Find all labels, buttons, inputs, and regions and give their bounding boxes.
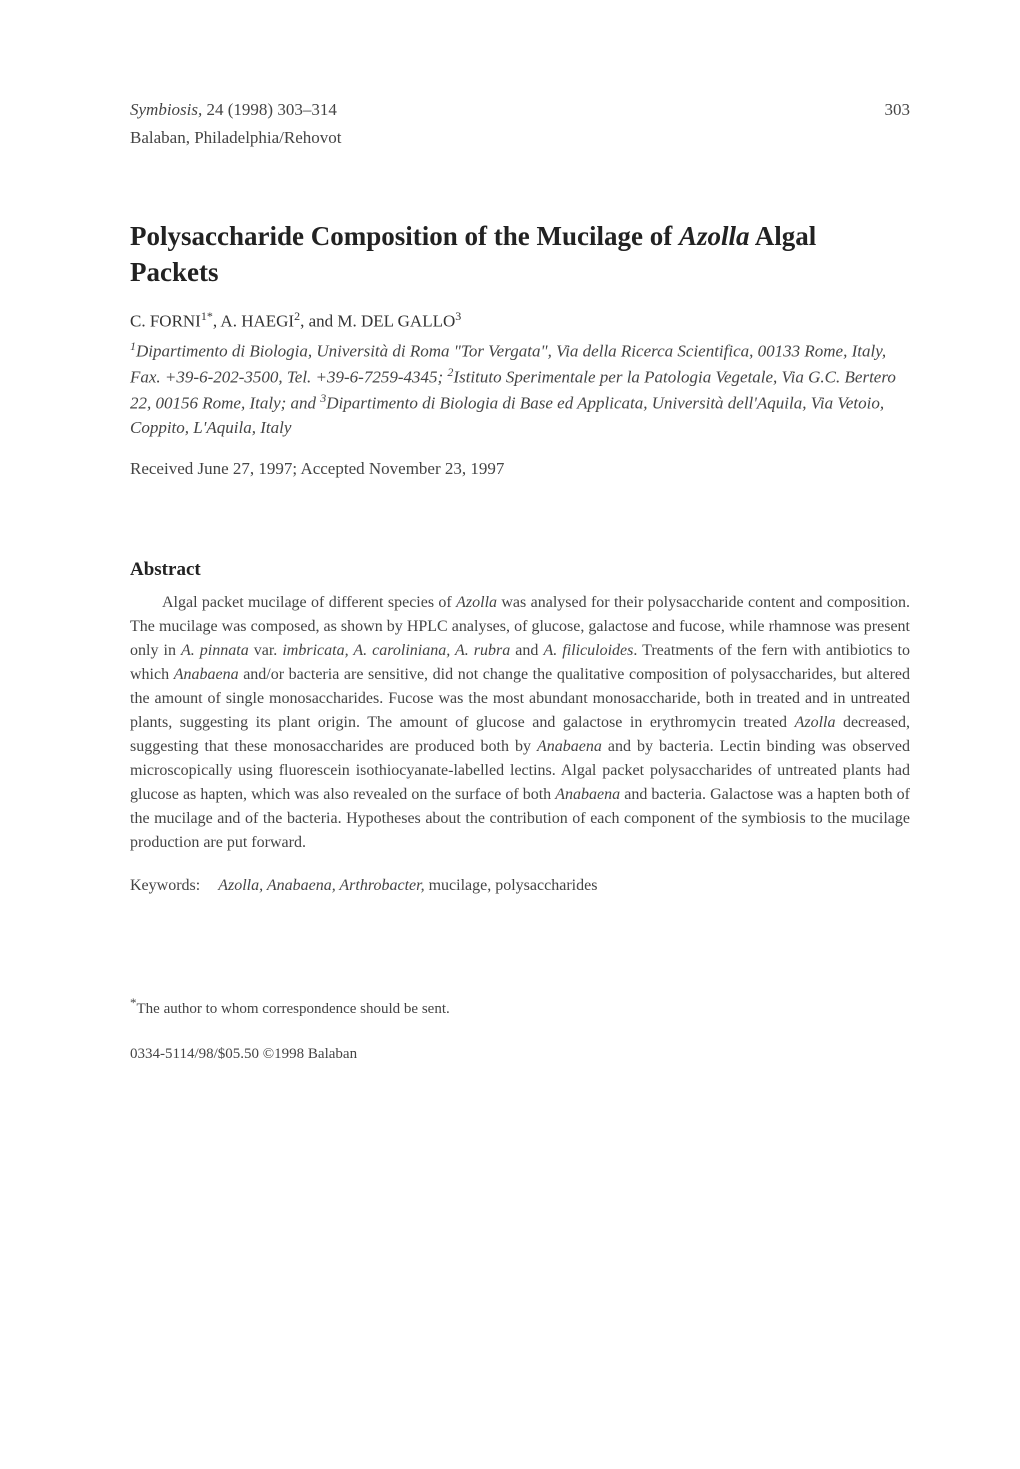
abs-p4: and [510,642,543,659]
abs-i4: A. filiculoides [543,642,633,659]
abs-i5: Anabaena [174,666,239,683]
author3: , and M. DEL GALLO [300,312,455,331]
author2: , A. HAEGI [213,312,294,331]
abs-i3: imbricata, A. caroliniana, A. rubra [282,642,510,659]
footnote-text: The author to whom correspondence should… [137,1001,450,1017]
affiliations: 1Dipartimento di Biologia, Università di… [130,338,910,442]
volume-issue: 24 (1998) 303–314 [202,100,337,119]
author3-sup: 3 [455,309,461,323]
title-part1: Polysaccharide Composition of the Mucila… [130,221,679,251]
authors: C. FORNI1*, A. HAEGI2, and M. DEL GALLO3 [130,309,910,332]
abs-i1: Azolla [456,594,497,611]
abs-p6: and/or bacteria are sensitive, did not c… [130,666,910,731]
copyright: 0334-5114/98/$05.50 ©1998 Balaban [130,1046,910,1063]
publisher: Balaban, Philadelphia/Rehovot [130,128,910,148]
abs-i7: Anabaena [537,738,602,755]
header-row: Symbiosis, 24 (1998) 303–314 303 [130,100,910,120]
title-italic: Azolla [679,221,750,251]
keywords-italic: Azolla, Anabaena, Arthrobacter, [218,877,424,894]
page-number: 303 [885,100,911,120]
received-dates: Received June 27, 1997; Accepted Novembe… [130,459,910,479]
abs-i8: Anabaena [555,786,620,803]
abstract-heading: Abstract [130,559,910,581]
journal-info: Symbiosis, 24 (1998) 303–314 [130,100,337,120]
keywords-plain: mucilage, polysaccharides [425,877,598,894]
journal-name: Symbiosis, [130,100,202,119]
author1: C. FORNI [130,312,201,331]
author1-sup: 1* [201,309,213,323]
abs-i2: A. pinnata [181,642,249,659]
article-title: Polysaccharide Composition of the Mucila… [130,218,910,291]
footnote: *The author to whom correspondence shoul… [130,995,910,1018]
abs-i6: Azolla [795,714,836,731]
keywords-label: Keywords: [130,877,200,894]
abstract-text: Algal packet mucilage of different speci… [130,591,910,855]
abs-p1: Algal packet mucilage of different speci… [162,594,456,611]
abs-p3: var. [249,642,283,659]
keywords: Keywords: Azolla, Anabaena, Arthrobacter,… [130,877,910,895]
